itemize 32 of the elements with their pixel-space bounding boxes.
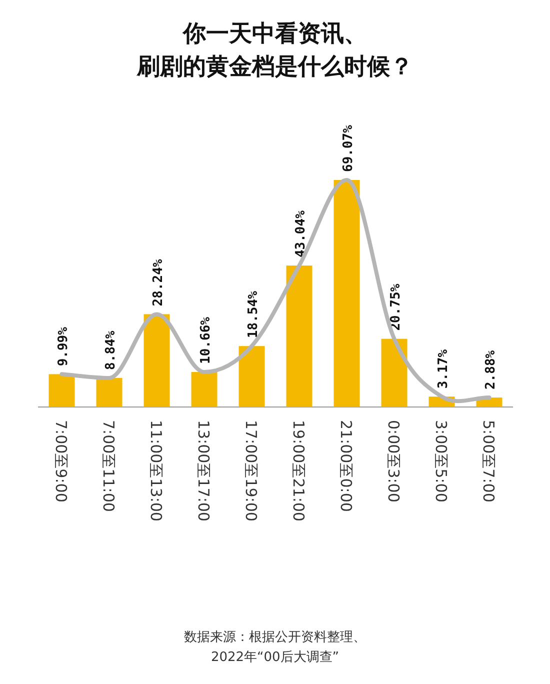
data-label: 18.54% xyxy=(246,290,261,338)
x-tick-label: 21:00至0:00 xyxy=(336,420,355,512)
x-tick-label: 3:00至5:00 xyxy=(432,420,450,502)
text: 2022年“00后大调查” xyxy=(210,649,340,667)
x-tick-label: 11:00至13:00 xyxy=(146,420,165,522)
x-tick-label: 19:00至21:00 xyxy=(289,420,308,522)
data-label: 28.24% xyxy=(150,259,166,306)
data-label: 20.75% xyxy=(388,284,404,331)
x-tick-label: 17:00至19:00 xyxy=(242,420,260,522)
bar xyxy=(381,338,408,407)
bar xyxy=(144,314,170,407)
x-tick-label: 7:00至9:00 xyxy=(52,420,70,502)
data-label: 69.07% xyxy=(340,124,356,172)
source-note: 数据来源：根据公开资料整理、 xyxy=(183,629,367,647)
bar xyxy=(96,378,122,407)
bar xyxy=(238,346,265,407)
data-label: 2.88% xyxy=(483,350,498,390)
bar xyxy=(191,372,218,407)
bar xyxy=(334,180,360,407)
x-tick-label: 5:00至7:00 xyxy=(479,420,498,502)
data-label: 9.99% xyxy=(56,326,71,366)
x-tick-label: 13:00至17:00 xyxy=(194,420,212,522)
data-label: 43.04% xyxy=(293,210,308,258)
x-tick-label: 7:00至11:00 xyxy=(99,420,118,512)
bar xyxy=(286,266,312,407)
bar xyxy=(48,374,75,407)
chart-title: 你一天中看资讯、 xyxy=(181,20,368,49)
data-label: 3.17% xyxy=(436,349,451,389)
data-label: 10.66% xyxy=(198,316,214,364)
x-tick-label: 0:00至3:00 xyxy=(384,420,402,502)
data-label: 8.84% xyxy=(103,330,118,370)
chart-subtitle: 刷剧的黄金档是什么时候？ xyxy=(136,53,414,82)
